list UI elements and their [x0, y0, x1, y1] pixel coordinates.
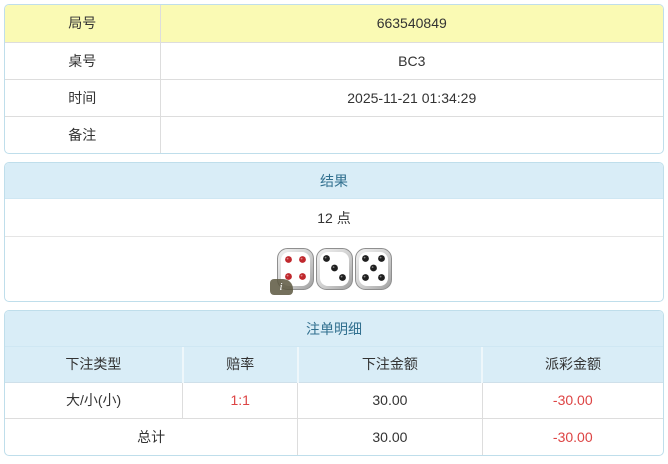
col-header-odds: 赔率: [181, 347, 298, 383]
result-points: 12 点: [5, 199, 663, 237]
bet-row: 大/小(小) 1:1 30.00 -30.00: [5, 382, 663, 418]
bet-amount-cell: 30.00: [297, 382, 483, 418]
dice-row: i: [5, 237, 663, 301]
info-row-time: 时间 2025-11-21 01:34:29: [5, 78, 663, 116]
info-row-table-id: 桌号 BC3: [5, 41, 663, 79]
table-id-label: 桌号: [5, 41, 161, 79]
table-id-value: BC3: [160, 41, 663, 79]
info-row-round-id: 局号 663540849: [5, 5, 663, 42]
die-3: [315, 248, 353, 290]
total-payout: -30.00: [481, 417, 663, 455]
total-row: 总计 30.00 -30.00: [5, 417, 663, 455]
game-info-panel: 局号 663540849 桌号 BC3 时间 2025-11-21 01:34:…: [4, 4, 664, 154]
result-panel: 结果 12 点 i: [4, 162, 664, 302]
info-row-remark: 备注: [5, 115, 663, 153]
bet-details-table: 下注类型 赔率 下注金额 派彩金额 大/小(小) 1:1 30.00 -30.0…: [5, 347, 663, 455]
time-value: 2025-11-21 01:34:29: [160, 78, 663, 116]
bets-header-row: 下注类型 赔率 下注金额 派彩金额: [5, 347, 663, 383]
result-panel-title: 结果: [5, 163, 663, 199]
remark-label: 备注: [5, 115, 161, 153]
bet-details-panel: 注单明细 下注类型 赔率 下注金额 派彩金额 大/小(小) 1:1 30.00 …: [4, 310, 664, 456]
payout-cell: -30.00: [481, 382, 663, 418]
time-label: 时间: [5, 78, 161, 116]
die-4: i: [269, 248, 314, 295]
bet-details-title: 注单明细: [5, 311, 663, 347]
col-header-bet-type: 下注类型: [5, 347, 183, 383]
total-label: 总计: [5, 417, 298, 455]
round-id-value: 663540849: [160, 5, 663, 42]
odds-cell: 1:1: [182, 382, 298, 418]
remark-value: [160, 115, 663, 153]
bet-type-cell: 大/小(小): [65, 392, 122, 408]
info-icon[interactable]: i: [269, 279, 293, 295]
total-bet-amount: 30.00: [297, 417, 483, 455]
col-header-payout: 派彩金额: [481, 347, 663, 383]
round-id-label: 局号: [5, 5, 161, 42]
game-info-table: 局号 663540849 桌号 BC3 时间 2025-11-21 01:34:…: [5, 5, 663, 153]
col-header-bet-amount: 下注金额: [296, 347, 483, 383]
die-5: [354, 248, 392, 290]
